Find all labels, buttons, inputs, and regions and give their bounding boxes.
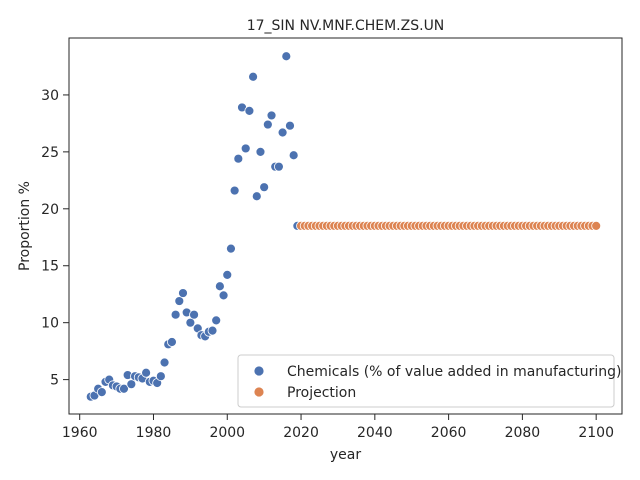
- data-point-chemicals: [207, 325, 218, 336]
- data-point-chemicals: [262, 119, 273, 130]
- data-point-chemicals: [211, 315, 222, 326]
- x-tick-label: 2000: [209, 425, 245, 441]
- x-tick-label: 1960: [62, 425, 98, 441]
- data-point-chemicals: [185, 317, 196, 328]
- data-point-chemicals: [244, 105, 255, 116]
- plot-frame: [68, 37, 623, 415]
- data-point-chemicals: [277, 127, 288, 138]
- legend-label-chemicals: Chemicals (% of value added in manufactu…: [287, 364, 621, 380]
- x-tick-label: 2060: [431, 425, 467, 441]
- data-point-chemicals: [189, 309, 199, 320]
- data-point-chemicals: [251, 191, 262, 202]
- data-point-chemicals: [167, 337, 177, 347]
- data-point-chemicals: [233, 153, 244, 164]
- data-point-chemicals: [155, 371, 166, 382]
- y-tick-label: 25: [41, 145, 59, 161]
- data-point-chemicals: [288, 150, 299, 161]
- y-tick-label: 10: [41, 316, 59, 332]
- y-axis-ticks: 5 10 15 20 25 30: [41, 88, 69, 389]
- data-point-chemicals: [281, 51, 292, 62]
- x-axis-ticks: 1960 1980 2000 2020 2040 2060 2080 2100: [62, 414, 614, 441]
- legend-box: [237, 354, 615, 408]
- x-tick-label: 2080: [505, 425, 541, 441]
- data-point-projection: [591, 220, 602, 231]
- data-point-chemicals: [218, 290, 229, 301]
- chart-title: 17_SIN NV.MNF.CHEM.ZS.UN: [247, 18, 445, 34]
- x-axis-label: year: [330, 447, 361, 463]
- data-point-chemicals: [226, 243, 236, 254]
- x-tick-label: 2040: [357, 425, 393, 441]
- data-point-chemicals: [119, 383, 129, 394]
- x-tick-label: 2020: [283, 425, 319, 441]
- data-point-chemicals: [259, 182, 270, 193]
- data-point-chemicals: [159, 357, 170, 368]
- legend: Chemicals (% of value added in manufactu…: [237, 354, 621, 408]
- data-point-chemicals: [285, 120, 295, 131]
- data-point-chemicals: [178, 288, 188, 298]
- data-point-chemicals: [174, 296, 185, 306]
- x-tick-label: 2100: [578, 425, 614, 441]
- data-points: [85, 51, 602, 402]
- y-tick-label: 15: [41, 259, 59, 275]
- data-point-chemicals: [240, 143, 251, 154]
- data-point-chemicals: [274, 161, 284, 172]
- data-point-chemicals: [96, 387, 107, 398]
- data-point-chemicals: [255, 146, 266, 157]
- legend-label-projection: Projection: [287, 385, 356, 401]
- data-point-chemicals: [248, 71, 258, 82]
- y-tick-label: 20: [41, 202, 59, 218]
- data-point-chemicals: [141, 367, 152, 378]
- data-point-chemicals: [126, 379, 137, 390]
- y-tick-label: 30: [41, 88, 59, 104]
- data-point-chemicals: [170, 309, 181, 320]
- data-point-chemicals: [214, 281, 225, 292]
- x-tick-label: 1980: [136, 425, 172, 441]
- data-point-chemicals: [266, 110, 277, 121]
- y-tick-label: 5: [50, 373, 59, 389]
- legend-marker-chemicals: [253, 365, 265, 377]
- y-axis-label: Proportion %: [17, 181, 33, 271]
- legend-marker-projection: [253, 386, 265, 398]
- data-point-chemicals: [222, 269, 233, 280]
- data-point-chemicals: [229, 185, 240, 196]
